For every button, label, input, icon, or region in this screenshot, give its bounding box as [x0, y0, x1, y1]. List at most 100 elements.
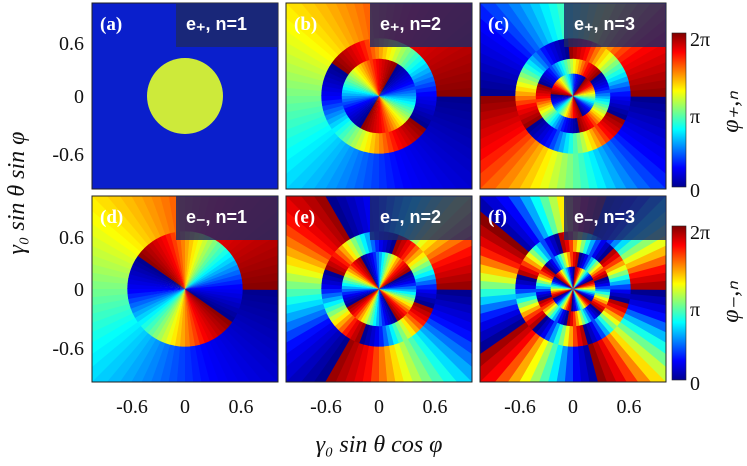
phase-wedge: [379, 96, 413, 115]
phase-wedge: [360, 255, 379, 289]
phase-wedge: [379, 74, 412, 96]
phase-wedge: [185, 260, 238, 289]
phase-wedge: [185, 289, 241, 310]
phase-wedge: [185, 289, 196, 347]
phase-wedge: [185, 289, 238, 319]
phase-wedge: [555, 96, 573, 112]
phase-wedge: [573, 289, 666, 307]
phase-wedge: [343, 96, 379, 112]
phase-wedge: [551, 281, 573, 289]
phase-wedge: [558, 96, 573, 115]
phase-wedge: [569, 73, 573, 96]
phase-wedge: [379, 83, 416, 96]
phase-wedge: [573, 96, 593, 109]
phase-wedge: [379, 289, 389, 326]
phase-wedge: [554, 274, 573, 289]
x-tick: -0.6: [504, 396, 536, 418]
phase-wedge: [573, 80, 591, 96]
phase-wedge: [571, 266, 574, 289]
phase-wedge: [185, 289, 223, 337]
phase-wedge: [551, 96, 573, 104]
colorbar-bottom-title: φ₋,ₙ: [718, 281, 744, 323]
badge-box: [370, 3, 472, 47]
phase-wedge: [560, 96, 573, 116]
phase-wedge: [127, 289, 185, 300]
phase-wedge: [573, 96, 589, 114]
phase-wedge: [551, 88, 573, 96]
phase-wedge: [341, 96, 379, 103]
y-tick: 0.6: [59, 227, 84, 249]
phase-wedge: [350, 96, 379, 123]
phase-wedge: [557, 289, 573, 307]
phase-wedge: [573, 277, 594, 289]
phase-wedge: [571, 73, 574, 96]
phase-wedge: [379, 282, 417, 289]
y-tick: -0.6: [52, 338, 84, 360]
phase-wedge: [185, 289, 235, 323]
phase-wedge: [379, 65, 404, 96]
phase-wedge: [379, 96, 408, 123]
phase-wedge: [348, 96, 379, 120]
phase-wedge: [379, 273, 415, 289]
phase-wedge: [369, 59, 379, 96]
phase-wedge: [573, 77, 588, 96]
phase-wedge: [379, 289, 395, 325]
phase-wedge: [379, 60, 393, 96]
phase-wedge: [185, 278, 243, 289]
phase-wedge: [129, 289, 185, 309]
phase-wedge: [379, 96, 396, 189]
phase-wedge: [379, 96, 415, 110]
phase-wedge: [185, 269, 241, 289]
phase-wedge: [563, 74, 573, 96]
phase-wedge: [127, 288, 185, 295]
phase-wedge: [555, 80, 573, 96]
phase-wedge: [379, 61, 396, 96]
badge-box: [176, 3, 278, 47]
phase-wedge: [379, 96, 403, 127]
phase-wedge: [573, 74, 581, 96]
y-tick: -0.6: [52, 144, 84, 166]
phase-wedge: [573, 285, 596, 289]
phase-wedge: [286, 96, 379, 113]
phase-wedge: [167, 289, 185, 382]
phase-wedge: [379, 289, 396, 382]
phase-wedge: [179, 231, 186, 289]
phase-wedge: [361, 96, 379, 189]
phase-wedge: [573, 270, 588, 289]
phase-wedge: [554, 96, 573, 111]
phase-wedge: [343, 82, 379, 96]
phase-wedge: [558, 270, 573, 289]
phase-wedge: [379, 258, 404, 289]
phase-wedge: [378, 289, 383, 327]
phase-wedge: [185, 289, 202, 382]
phase-wedge: [369, 252, 379, 289]
phase-wedge: [573, 78, 589, 96]
phase-wedge: [135, 255, 185, 289]
phase-wedge: [379, 289, 406, 318]
phase-wedge: [379, 96, 412, 118]
phase-wedge: [379, 69, 408, 96]
phase-wedge: [379, 96, 414, 113]
y-tick: 0: [74, 279, 84, 301]
panel-label-c: (c): [488, 14, 509, 35]
phase-wedge: [286, 271, 379, 289]
phase-wedge: [342, 96, 379, 109]
phase-wedge: [379, 96, 410, 121]
phase-wedge: [573, 88, 595, 96]
phase-wedge: [379, 80, 415, 96]
phase-wedge: [573, 287, 596, 290]
x-tick: -0.6: [310, 396, 342, 418]
phase-wedge: [185, 272, 278, 289]
phase-wedge: [573, 94, 596, 97]
phase-wedge: [362, 289, 379, 324]
phase-wedge: [555, 289, 573, 305]
phase-wedge: [379, 256, 401, 289]
phase-wedge: [375, 58, 380, 96]
phase-wedge: [379, 267, 412, 289]
phase-wedge: [365, 289, 379, 325]
panel-e: [286, 196, 472, 382]
phase-wedge: [558, 77, 573, 96]
phase-wedge: [573, 268, 583, 289]
phase-wedge: [354, 96, 379, 127]
phase-wedge: [379, 96, 392, 133]
